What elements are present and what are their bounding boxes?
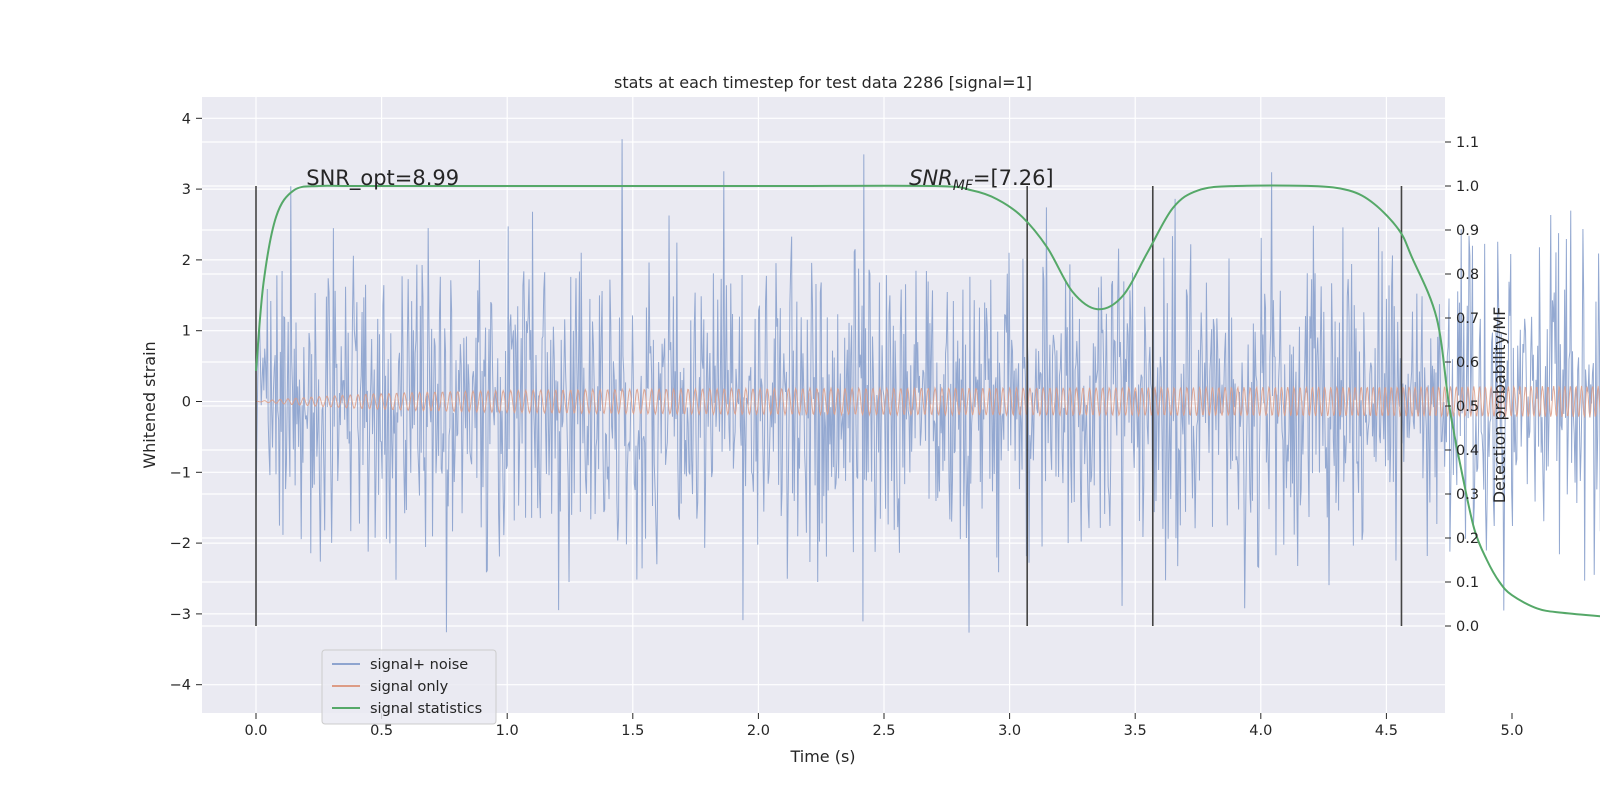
y-right-tick-label: 0.3 [1456,487,1479,503]
annotation-text: SNR_opt=8.99 [306,166,459,191]
y-left-tick-label: 4 [182,111,191,127]
y-right-tick-label: 0.4 [1456,443,1479,459]
vertical-markers [255,186,1403,626]
legend-label-stat: signal statistics [370,701,482,717]
y-right-tick-label: 0.8 [1456,267,1479,283]
x-tick-label: 0.0 [244,723,267,739]
x-tick-label: 2.5 [872,723,895,739]
y-right-tick-label: 0.9 [1456,223,1479,239]
y-left-tick-label: −4 [170,678,191,694]
stat-curve [255,184,1600,618]
y-left-tick-label: 0 [182,395,191,411]
x-tick-label: 5.0 [1500,723,1523,739]
x-tick-label: 3.0 [998,723,1021,739]
signal-only-series [255,385,1600,419]
y-left-tick-label: −1 [170,465,191,481]
legend-label-signal: signal only [370,679,449,695]
right-y-axis-ticks: 1.1 1.0 0.9 0.8 0.7 0.6 0.5 0.4 0.3 0.2 0.1 0.0 [1445,135,1479,635]
x-tick-label: 4.0 [1249,723,1272,739]
x-tick-label: 1.0 [496,723,519,739]
right-y-axis-label: Detection probability/MF [1490,307,1509,504]
x-tick-label: 2.0 [747,723,770,739]
x-tick-label: 1.5 [621,723,644,739]
y-left-tick-label: 2 [182,253,191,269]
y-right-tick-label: 0.7 [1456,311,1479,327]
legend: signal+ noise signal only signal statist… [321,649,497,725]
y-right-tick-label: 0.6 [1456,355,1479,371]
left-y-axis-ticks: 4 3 2 1 0 −1 −2 −3 −4 [170,111,202,694]
x-tick-label: 4.5 [1375,723,1398,739]
x-tick-label: 0.5 [370,723,393,739]
stat-series [255,184,1600,618]
y-right-tick-label: 0.1 [1456,575,1479,591]
y-left-tick-label: 3 [182,182,191,198]
y-right-tick-label: 0.5 [1456,399,1479,415]
noise-trace [255,139,1600,633]
y-right-tick-label: 1.0 [1456,179,1479,195]
signal-trace [255,385,1600,419]
y-left-tick-label: −3 [170,607,191,623]
x-axis-label: Time (s) [789,747,855,766]
y-right-tick-label: 1.1 [1456,135,1479,151]
y-right-tick-label: 0.2 [1456,531,1479,547]
annotation-text: SNRMF=[7.26] [909,166,1054,194]
x-axis-ticks: 0.00.51.01.52.02.53.03.54.04.55.05.56.06… [244,713,1524,739]
y-left-tick-label: 1 [182,324,191,340]
legend-box [321,649,497,725]
noise-series [255,139,1600,633]
y-right-tick-label: 0.0 [1456,619,1479,635]
left-y-axis-label: Whitened strain [140,341,159,468]
y-left-tick-label: −2 [170,536,191,552]
chart-title: stats at each timestep for test data 228… [614,73,1032,92]
x-tick-label: 3.5 [1124,723,1147,739]
legend-label-noise: signal+ noise [370,657,468,673]
